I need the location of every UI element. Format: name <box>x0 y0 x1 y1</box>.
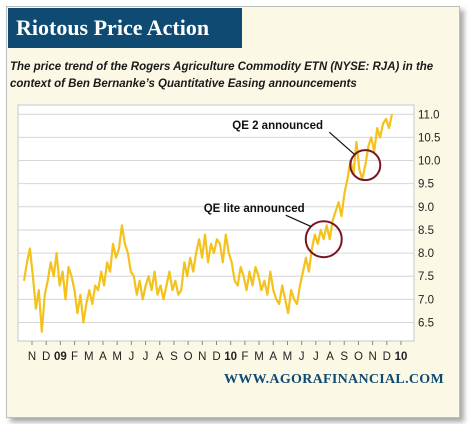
annotation-leader <box>285 214 312 228</box>
x-tick-label: D <box>42 351 50 363</box>
y-tick-label: 10.5 <box>418 132 440 144</box>
y-tick-label: 8.0 <box>418 248 434 260</box>
annotation-label: QE lite announced <box>204 203 305 215</box>
x-tick-label: D <box>212 351 220 363</box>
x-tick-label: M <box>254 351 264 363</box>
x-tick-label: M <box>84 351 94 363</box>
x-tick-label: 10 <box>224 351 237 363</box>
x-tick-label: F <box>241 351 248 363</box>
annotation-circle <box>304 220 343 259</box>
y-tick-label: 7.5 <box>418 271 434 283</box>
annotation-circle <box>349 149 382 182</box>
y-tick-label: 8.5 <box>418 225 434 237</box>
x-tick-label: O <box>354 351 363 363</box>
x-tick-label: S <box>170 351 178 363</box>
x-tick-label: A <box>326 351 334 363</box>
y-tick-label: 6.5 <box>418 317 434 329</box>
x-tick-label: 09 <box>54 351 67 363</box>
x-tick-label: 10 <box>395 351 408 363</box>
x-tick-label: S <box>340 351 348 363</box>
y-tick-label: 9.5 <box>418 179 434 191</box>
y-tick-label: 7.0 <box>418 294 434 306</box>
x-tick-label: J <box>128 351 134 363</box>
plot-area <box>17 104 415 342</box>
chart-title: Riotous Price Action <box>16 15 210 40</box>
x-tick-label: A <box>156 351 164 363</box>
x-tick-label: A <box>99 351 107 363</box>
x-tick-label: A <box>269 351 277 363</box>
x-tick-label: N <box>368 351 376 363</box>
x-tick-label: O <box>184 351 193 363</box>
x-tick-label: J <box>299 351 305 363</box>
x-tick-label: N <box>28 351 36 363</box>
y-tick-label: 9.0 <box>418 202 434 214</box>
x-tick-label: J <box>143 351 149 363</box>
x-tick-label: M <box>283 351 293 363</box>
x-tick-label: M <box>112 351 122 363</box>
source-url: WWW.AGORAFINANCIAL.COM <box>224 372 444 387</box>
title-bar: Riotous Price Action <box>8 8 242 48</box>
y-tick-label: 11.0 <box>418 109 440 121</box>
annotation-leader <box>328 131 356 156</box>
chart-subtitle: The price trend of the Rogers Agricultur… <box>10 61 434 90</box>
annotation-label: QE 2 announced <box>232 120 323 132</box>
x-tick-label: J <box>313 351 319 363</box>
x-tick-label: D <box>383 351 391 363</box>
x-tick-label: N <box>198 351 206 363</box>
x-tick-label: F <box>71 351 78 363</box>
y-tick-label: 10.0 <box>418 156 440 168</box>
series-line-rja <box>22 114 394 333</box>
